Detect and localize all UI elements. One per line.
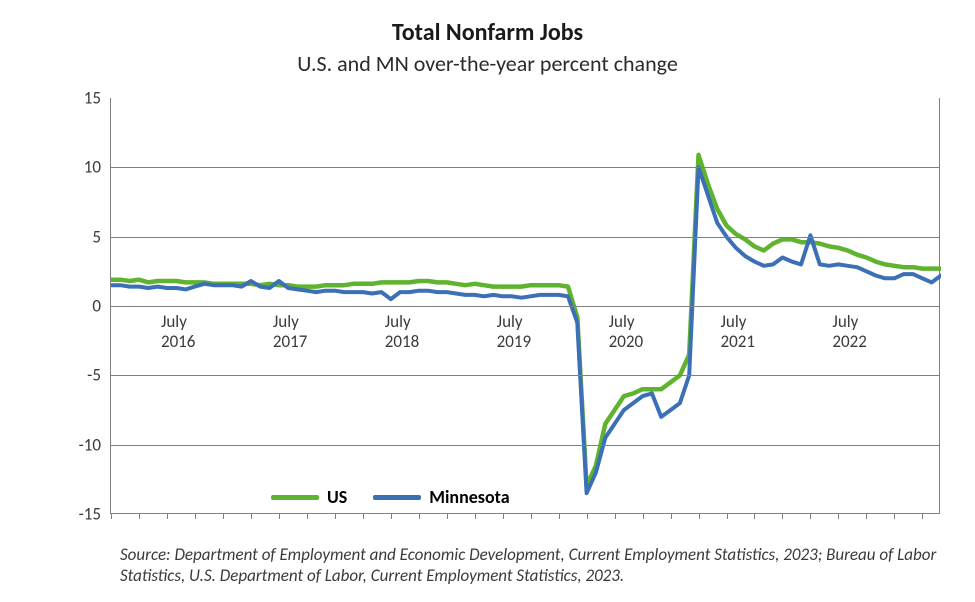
x-axis-label: July2021 bbox=[721, 312, 755, 351]
x-minor-tick bbox=[335, 513, 336, 519]
x-minor-tick bbox=[838, 513, 839, 519]
x-minor-tick bbox=[810, 513, 811, 519]
x-minor-tick bbox=[531, 513, 532, 519]
x-minor-tick bbox=[419, 513, 420, 519]
x-minor-tick bbox=[671, 513, 672, 519]
y-axis-label: 10 bbox=[84, 157, 111, 178]
legend-item-us: US bbox=[271, 486, 347, 508]
x-minor-tick bbox=[139, 513, 140, 519]
x-minor-tick bbox=[475, 513, 476, 519]
gridline bbox=[111, 375, 939, 376]
chart-container: Total Nonfarm Jobs U.S. and MN over-the-… bbox=[0, 0, 975, 602]
gridline bbox=[111, 167, 939, 168]
x-minor-tick bbox=[251, 513, 252, 519]
x-axis-label: July2016 bbox=[161, 312, 195, 351]
x-minor-tick bbox=[782, 513, 783, 519]
legend-label: US bbox=[327, 486, 347, 508]
legend-swatch bbox=[271, 495, 319, 500]
legend-swatch bbox=[373, 495, 421, 500]
gridline bbox=[111, 445, 939, 446]
chart-title: Total Nonfarm Jobs bbox=[0, 18, 975, 47]
y-axis-label: 5 bbox=[92, 226, 111, 247]
y-axis-label: 15 bbox=[84, 88, 111, 109]
gridline bbox=[111, 237, 939, 238]
x-minor-tick bbox=[391, 513, 392, 519]
x-minor-tick bbox=[307, 513, 308, 519]
x-axis-label: July2020 bbox=[609, 312, 643, 351]
legend-item-minnesota: Minnesota bbox=[373, 486, 509, 508]
x-axis-label: July2019 bbox=[497, 312, 531, 351]
y-axis-label: -5 bbox=[87, 365, 111, 386]
x-minor-tick bbox=[643, 513, 644, 519]
x-minor-tick bbox=[894, 513, 895, 519]
x-minor-tick bbox=[447, 513, 448, 519]
x-minor-tick bbox=[615, 513, 616, 519]
x-axis-label: July2017 bbox=[273, 312, 307, 351]
x-minor-tick bbox=[279, 513, 280, 519]
x-minor-tick bbox=[922, 513, 923, 519]
y-axis-label: 0 bbox=[92, 296, 111, 317]
x-minor-tick bbox=[195, 513, 196, 519]
y-axis-label: -15 bbox=[79, 504, 111, 525]
source-text: Source: Department of Employment and Eco… bbox=[120, 544, 950, 587]
legend-label: Minnesota bbox=[429, 486, 509, 508]
gridline bbox=[111, 306, 939, 307]
x-minor-tick bbox=[754, 513, 755, 519]
x-minor-tick bbox=[559, 513, 560, 519]
x-minor-tick bbox=[866, 513, 867, 519]
x-minor-tick bbox=[167, 513, 168, 519]
x-minor-tick bbox=[111, 513, 112, 519]
x-minor-tick bbox=[727, 513, 728, 519]
x-minor-tick bbox=[503, 513, 504, 519]
plot-area: USMinnesota -15-10-5051015July2016July20… bbox=[110, 98, 940, 514]
x-minor-tick bbox=[587, 513, 588, 519]
y-axis-label: -10 bbox=[79, 434, 111, 455]
x-axis-label: July2018 bbox=[385, 312, 419, 351]
chart-subtitle: U.S. and MN over-the-year percent change bbox=[0, 50, 975, 77]
x-axis-label: July2022 bbox=[832, 312, 866, 351]
x-minor-tick bbox=[223, 513, 224, 519]
legend: US Minnesota bbox=[271, 486, 510, 508]
x-minor-tick bbox=[699, 513, 700, 519]
x-minor-tick bbox=[363, 513, 364, 519]
